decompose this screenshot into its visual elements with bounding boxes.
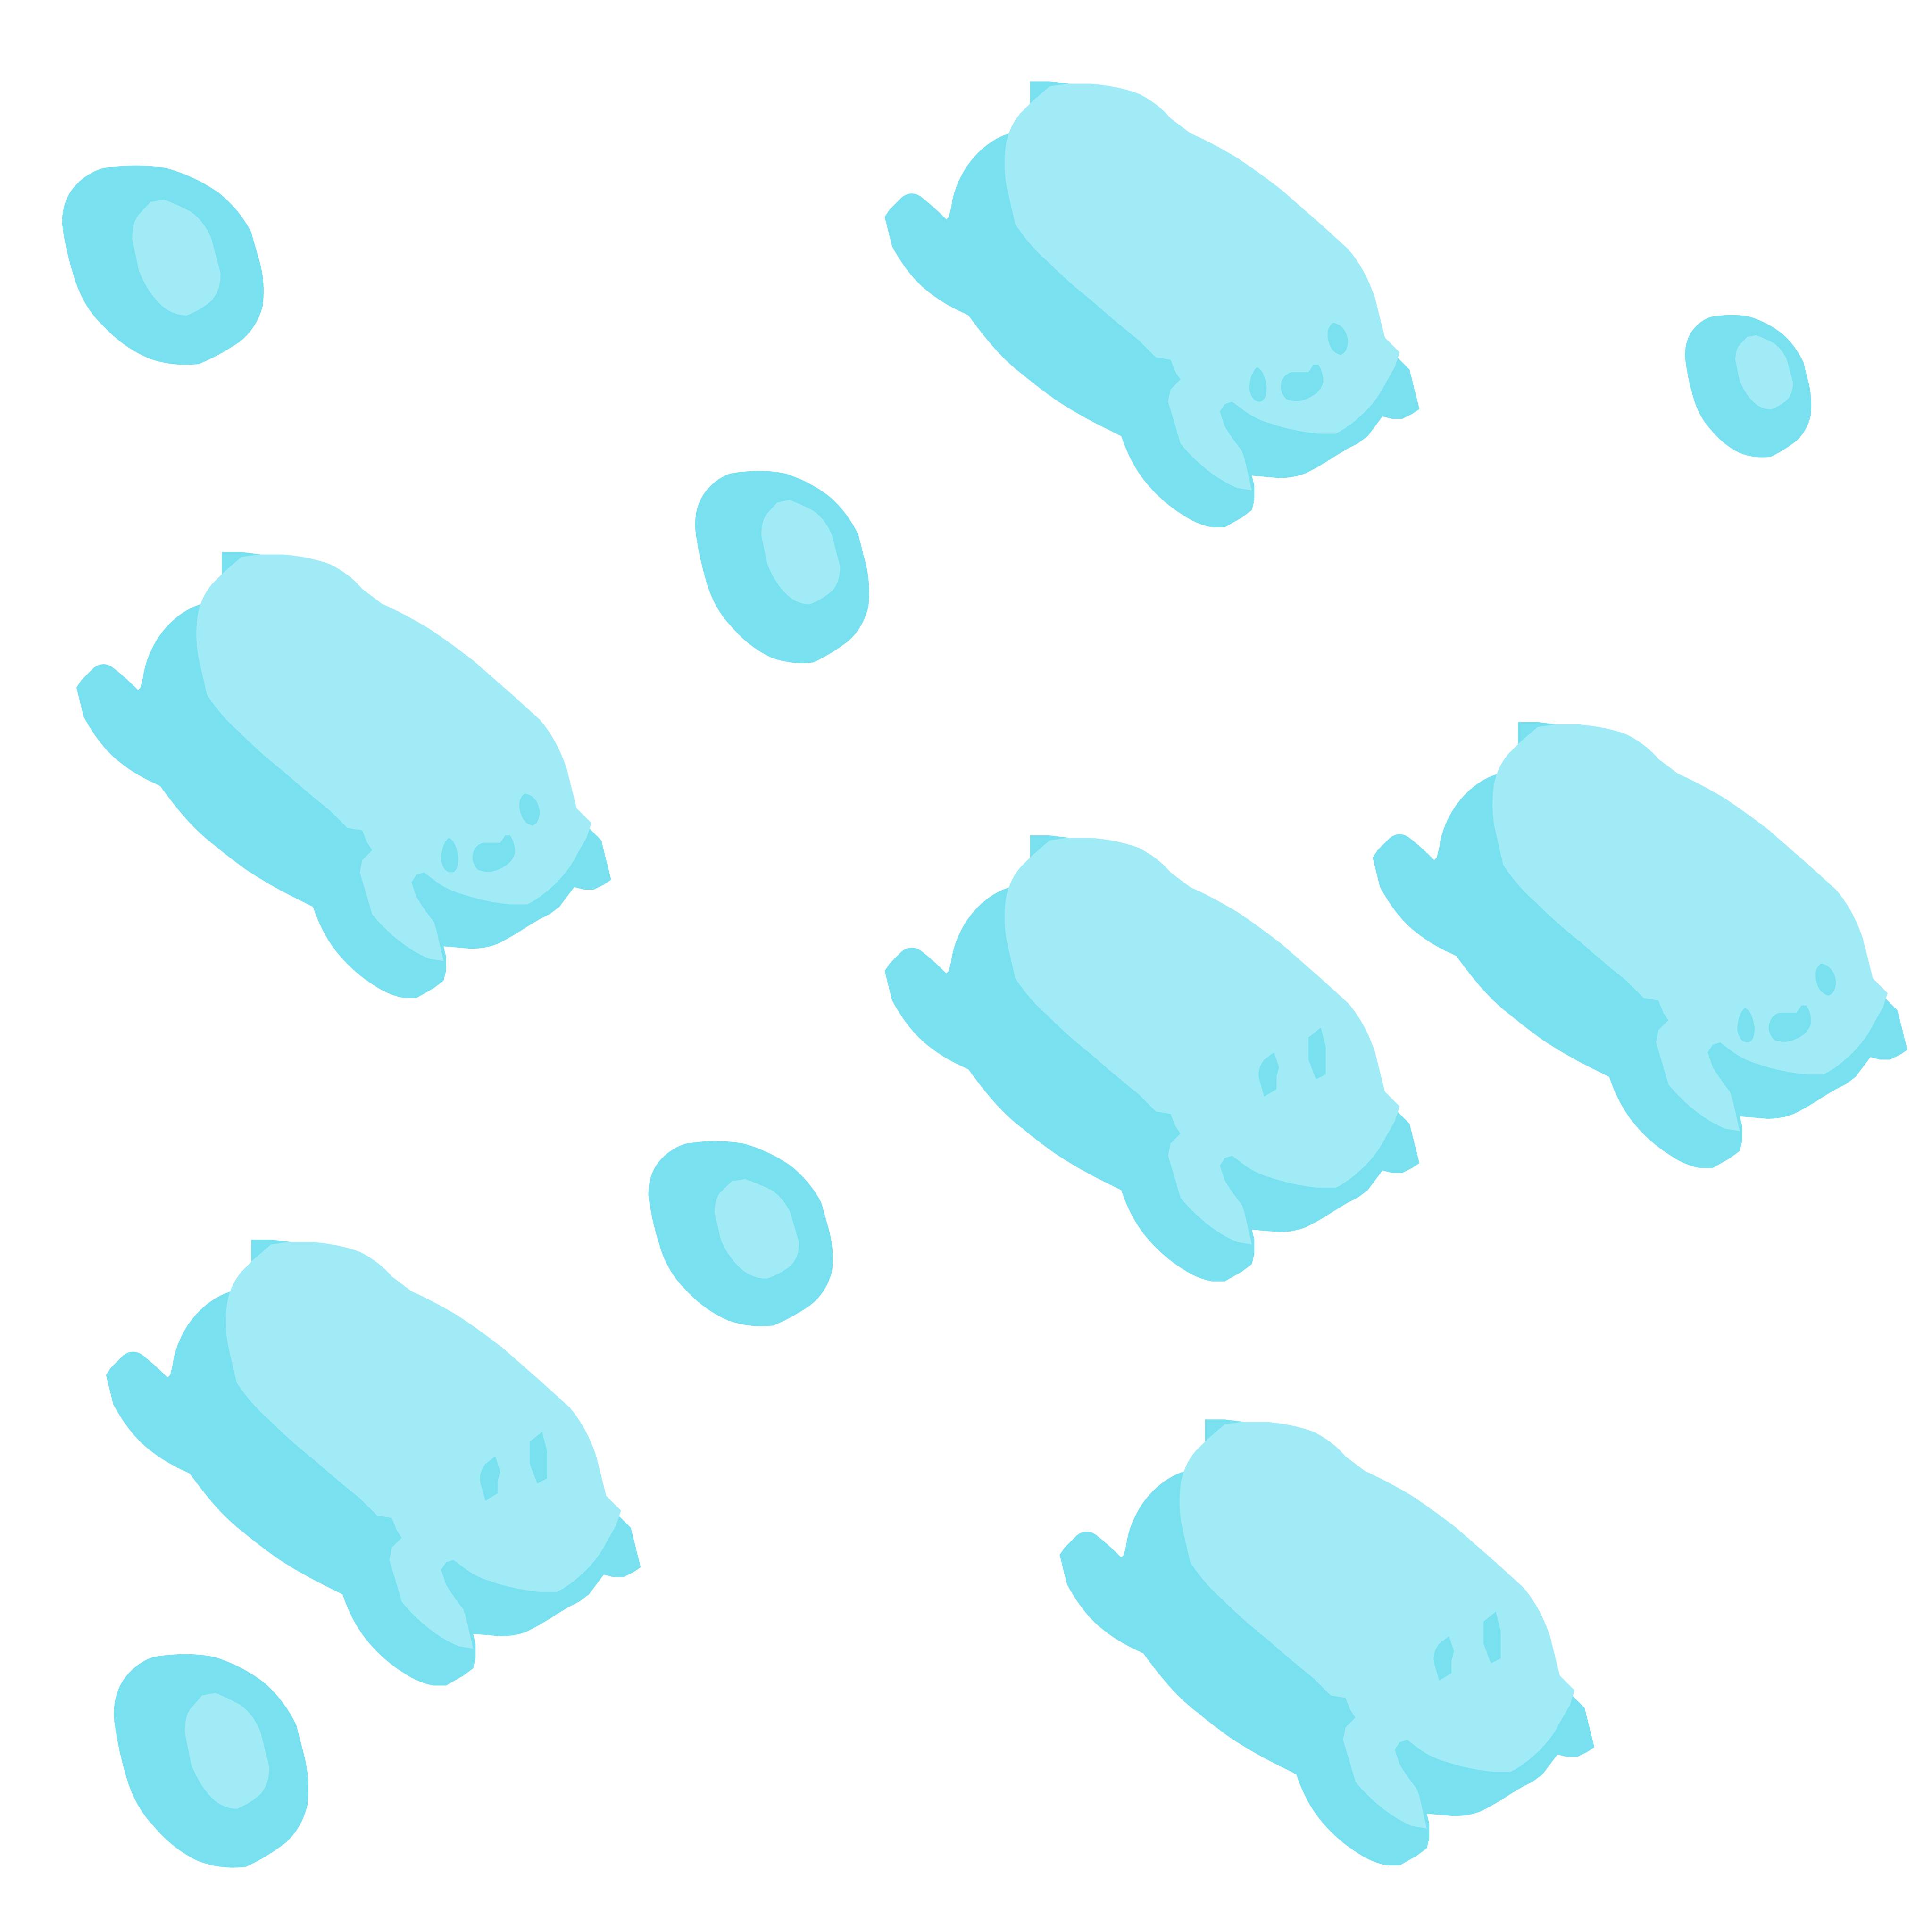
creature-smiling xyxy=(1373,722,1907,1168)
pebble xyxy=(648,1141,833,1326)
creature-squinting xyxy=(884,835,1420,1282)
creature-smiling xyxy=(884,81,1420,528)
creature-squinting xyxy=(1059,1419,1595,1865)
pebble xyxy=(695,471,869,663)
pebble xyxy=(62,165,264,365)
creature-smiling xyxy=(76,552,611,998)
creature-squinting xyxy=(106,1239,641,1686)
pebble xyxy=(1685,315,1812,458)
pebble xyxy=(114,1654,309,1868)
